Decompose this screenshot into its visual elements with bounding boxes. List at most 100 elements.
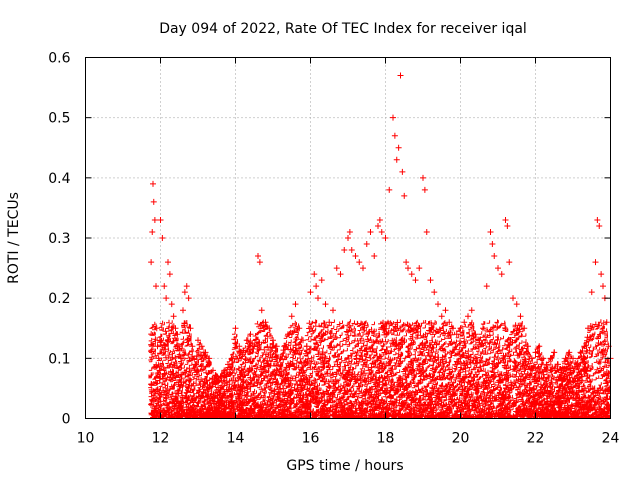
- data-point: [193, 361, 200, 368]
- data-point: [551, 349, 558, 356]
- data-point: [273, 343, 280, 350]
- data-point: [483, 283, 490, 290]
- data-point: [326, 319, 333, 326]
- data-point: [600, 283, 606, 290]
- x-tick-label: 18: [377, 431, 395, 447]
- data-point: [588, 289, 595, 296]
- data-point: [313, 283, 320, 290]
- y-tick-label: 0.1: [48, 351, 70, 367]
- x-axis-label: GPS time / hours: [286, 458, 403, 474]
- data-point: [513, 301, 520, 308]
- data-point: [506, 259, 513, 266]
- data-point: [412, 277, 419, 284]
- data-point: [180, 307, 186, 314]
- data-point: [547, 355, 554, 362]
- data-point: [341, 247, 348, 254]
- data-point: [596, 222, 603, 229]
- data-point: [303, 343, 310, 350]
- data-point: [498, 271, 505, 278]
- data-point: [502, 216, 509, 223]
- data-point: [594, 216, 601, 223]
- data-point: [577, 349, 584, 356]
- x-tick-label: 24: [602, 431, 620, 447]
- data-point: [163, 295, 170, 302]
- data-point: [210, 367, 216, 374]
- data-point: [288, 313, 295, 320]
- y-axis-label: ROTI / TECUs: [6, 192, 22, 284]
- data-point: [487, 228, 494, 235]
- data-point: [187, 325, 194, 332]
- data-point: [442, 307, 449, 314]
- data-point: [431, 289, 438, 296]
- data-point: [395, 144, 402, 151]
- data-point: [154, 343, 161, 350]
- data-point: [307, 289, 314, 296]
- data-point: [285, 331, 291, 338]
- y-tick-labels: 0 0.1 0.2 0.3 0.4 0.5 0.6: [48, 51, 70, 428]
- data-point: [256, 259, 263, 266]
- y-tick-label: 0.3: [48, 231, 70, 247]
- data-point: [337, 271, 344, 278]
- data-point: [195, 337, 201, 344]
- data-point: [510, 295, 516, 302]
- data-point: [333, 265, 340, 272]
- data-point: [270, 337, 276, 344]
- data-point: [390, 114, 396, 121]
- data-point: [403, 259, 410, 266]
- data-point: [345, 235, 351, 241]
- data-point: [148, 259, 155, 266]
- data-point: [189, 343, 196, 350]
- data-point: [157, 216, 164, 223]
- x-tick-labels: 10 12 14 16 18 20 22 24: [77, 431, 620, 447]
- data-point: [393, 156, 400, 163]
- data-point: [491, 253, 498, 260]
- chart-title: Day 094 of 2022, Rate Of TEC Index for r…: [159, 21, 527, 37]
- data-point: [408, 271, 415, 278]
- data-point: [371, 253, 378, 260]
- data-point: [405, 265, 411, 272]
- data-point: [566, 349, 573, 356]
- data-point: [386, 186, 393, 193]
- data-point: [585, 325, 591, 332]
- data-point: [202, 349, 209, 356]
- data-point: [495, 265, 501, 272]
- data-point: [170, 313, 177, 320]
- data-point: [504, 222, 511, 229]
- data-point: [161, 283, 168, 290]
- data-point: [581, 343, 588, 350]
- data-point: [236, 343, 243, 350]
- data-point: [243, 337, 250, 344]
- axis-ticks: [85, 57, 611, 419]
- data-point: [543, 361, 550, 368]
- x-tick-label: 10: [77, 431, 95, 447]
- data-point: [420, 174, 426, 181]
- data-point: [528, 355, 535, 362]
- data-point: [457, 325, 464, 332]
- data-point: [465, 313, 471, 320]
- data-point: [472, 331, 479, 338]
- data-point: [156, 367, 163, 374]
- data-point: [255, 253, 261, 260]
- data-point: [172, 325, 179, 332]
- data-point: [348, 247, 355, 254]
- data-point: [416, 265, 423, 272]
- data-point: [225, 361, 231, 368]
- data-point: [391, 132, 398, 139]
- data-point: [315, 295, 321, 302]
- data-point: [476, 337, 483, 344]
- data-point: [446, 319, 453, 326]
- data-point: [360, 265, 366, 272]
- x-tick-label: 22: [527, 431, 545, 447]
- x-tick-label: 20: [452, 431, 470, 447]
- data-point: [292, 301, 299, 308]
- data-point: [401, 192, 408, 199]
- data-point: [176, 343, 183, 350]
- data-point: [155, 355, 162, 362]
- data-point: [159, 235, 166, 241]
- data-point: [183, 283, 190, 290]
- data-point: [356, 259, 363, 266]
- data-point: [536, 343, 543, 350]
- data-point: [453, 331, 460, 338]
- y-tick-label: 0.4: [48, 171, 70, 187]
